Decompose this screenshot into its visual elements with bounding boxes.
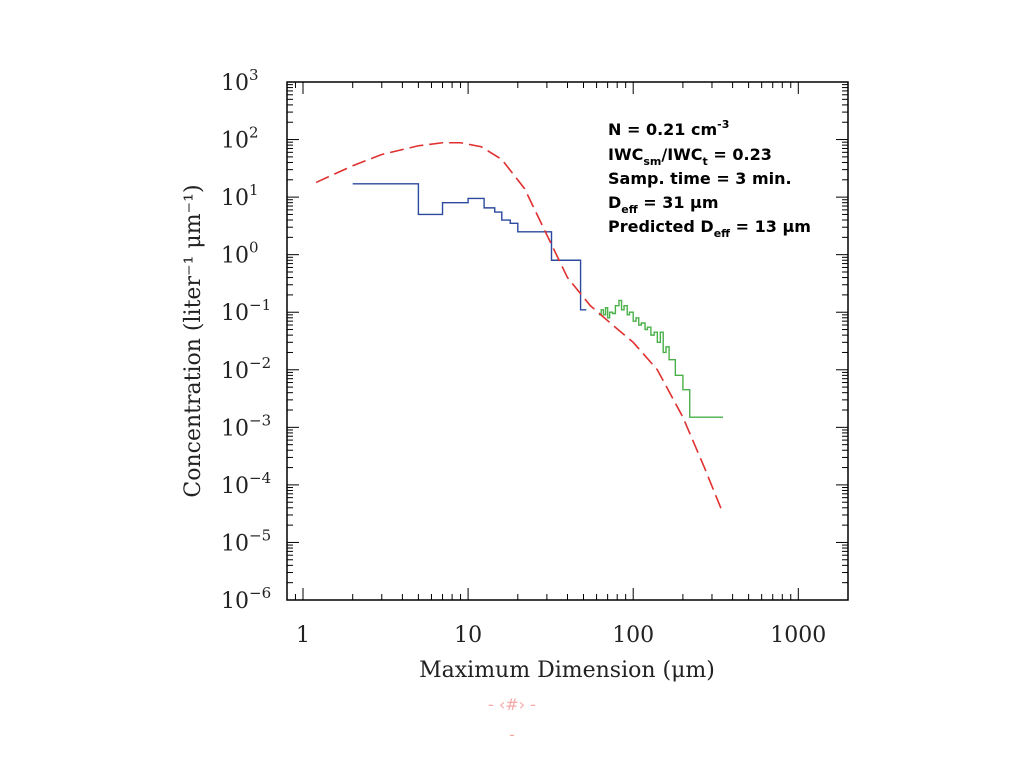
y-tick-label: 100 — [221, 239, 259, 269]
annotation-predicted-deff: Predicted Deff = 13 μm — [608, 217, 811, 240]
annotation-iwc: IWCsm/IWCt = 0.23 — [608, 145, 772, 168]
y-tick-label: 102 — [221, 124, 259, 154]
annotation-block: N = 0.21 cm-3 IWCsm/IWCt = 0.23 Samp. ti… — [608, 118, 811, 240]
series-line-3 — [315, 141, 724, 514]
x-tick-label: 1000 — [770, 623, 826, 648]
x-axis-label: Maximum Dimension (μm) — [419, 658, 715, 683]
y-tick-label: 10−2 — [221, 354, 271, 384]
y-tick-label: 10−1 — [221, 296, 271, 326]
x-tick-label: 1 — [296, 623, 310, 648]
y-tick-label: 10−6 — [221, 584, 271, 614]
y-tick-label: 10−5 — [221, 526, 271, 556]
slide-number: - ‹#› - — [488, 695, 536, 714]
annotation-sample-time: Samp. time = 3 min. — [608, 169, 792, 188]
y-tick-label: 101 — [221, 181, 259, 211]
slide-footer-dash: - — [509, 725, 515, 744]
annotation-deff: Deff = 31 μm — [608, 193, 718, 216]
series-line-2 — [598, 299, 724, 418]
y-tick-label: 10−3 — [221, 411, 271, 441]
y-tick-label: 10−4 — [221, 469, 271, 499]
x-tick-label: 10 — [454, 623, 482, 648]
y-tick-label: 103 — [221, 66, 259, 96]
series-line-1 — [352, 183, 587, 311]
x-tick-label: 100 — [612, 623, 654, 648]
annotation-n: N = 0.21 cm-3 — [608, 118, 729, 139]
y-axis-label: Concentration (liter⁻¹ μm⁻¹) — [181, 184, 206, 497]
